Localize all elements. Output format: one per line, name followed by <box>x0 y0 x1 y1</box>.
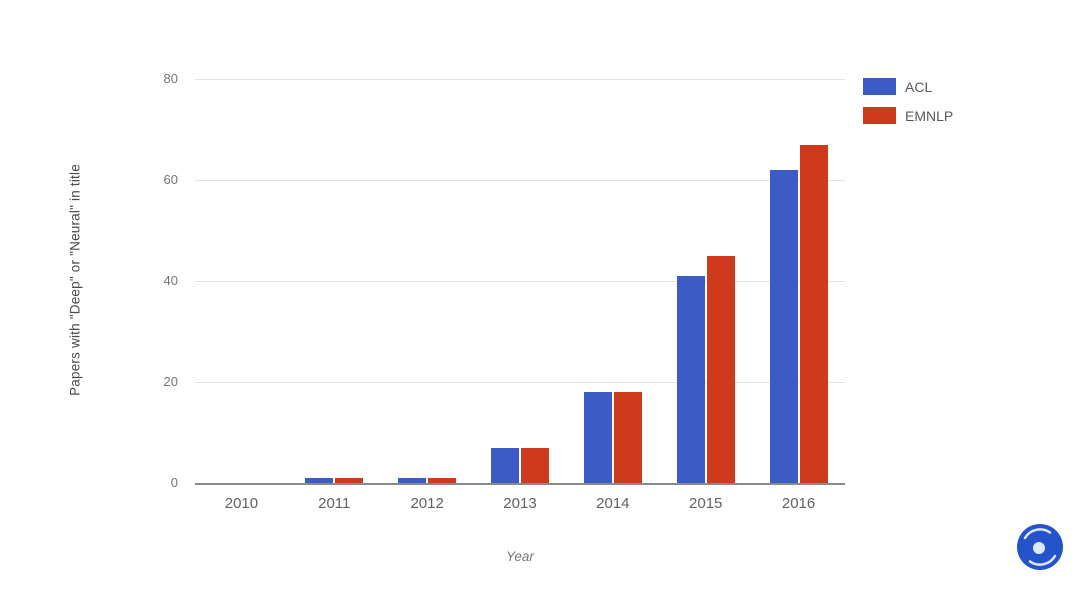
x-tick-label-2010: 2010 <box>224 495 259 512</box>
x-tick-label-2015: 2015 <box>689 495 723 512</box>
swirl-logo-hole <box>1033 542 1045 554</box>
y-axis-title: Papers with "Deep" or "Neural" in title <box>67 164 83 396</box>
plot-area <box>195 78 845 485</box>
bar-emnlp-2015 <box>706 255 735 483</box>
bar-acl-2014 <box>583 392 612 483</box>
legend-label-acl: ACL <box>905 78 933 95</box>
bar-emnlp-2014 <box>613 392 642 483</box>
x-tick-label-2012: 2012 <box>410 495 444 512</box>
gridline-y-60 <box>195 179 845 181</box>
legend-item-acl: ACL <box>863 78 953 95</box>
legend-item-emnlp: EMNLP <box>863 107 953 124</box>
y-tick-label-80: 80 <box>163 71 178 86</box>
legend: ACL EMNLP <box>863 78 953 124</box>
swirl-arc-bottom <box>1028 554 1057 566</box>
y-tick-label-20: 20 <box>163 374 178 389</box>
x-tick-label-2014: 2014 <box>596 495 630 512</box>
legend-label-emnlp: EMNLP <box>905 107 954 124</box>
legend-swatch-acl <box>863 78 896 95</box>
gridline-y-20 <box>195 381 845 383</box>
y-tick-label-0: 0 <box>170 475 178 490</box>
watermark <box>1014 519 1066 580</box>
bar-acl-2013 <box>491 447 519 483</box>
gridline-y-40 <box>195 280 845 282</box>
bar-emnlp-2012 <box>428 477 457 483</box>
bar-emnlp-2016 <box>799 144 828 483</box>
legend-swatch-emnlp <box>863 107 896 124</box>
x-tick-label-2011: 2011 <box>318 495 351 512</box>
x-tick-label-2013: 2013 <box>503 495 537 512</box>
y-tick-label-40: 40 <box>163 273 178 288</box>
y-tick-label-60: 60 <box>163 172 178 187</box>
swirl-arc-top <box>1023 528 1052 540</box>
bar-emnlp-2013 <box>521 447 549 483</box>
x-axis-title: Year <box>506 549 534 564</box>
x-tick-label-2016: 2016 <box>781 495 816 512</box>
bar-acl-2012 <box>398 477 427 483</box>
bar-emnlp-2011 <box>335 477 364 483</box>
bar-acl-2015 <box>676 275 705 483</box>
bar-acl-2011 <box>305 477 334 483</box>
bar-acl-2016 <box>769 169 798 483</box>
swirl-logo-icon <box>1017 524 1063 570</box>
gridline-y-80 <box>195 78 845 80</box>
